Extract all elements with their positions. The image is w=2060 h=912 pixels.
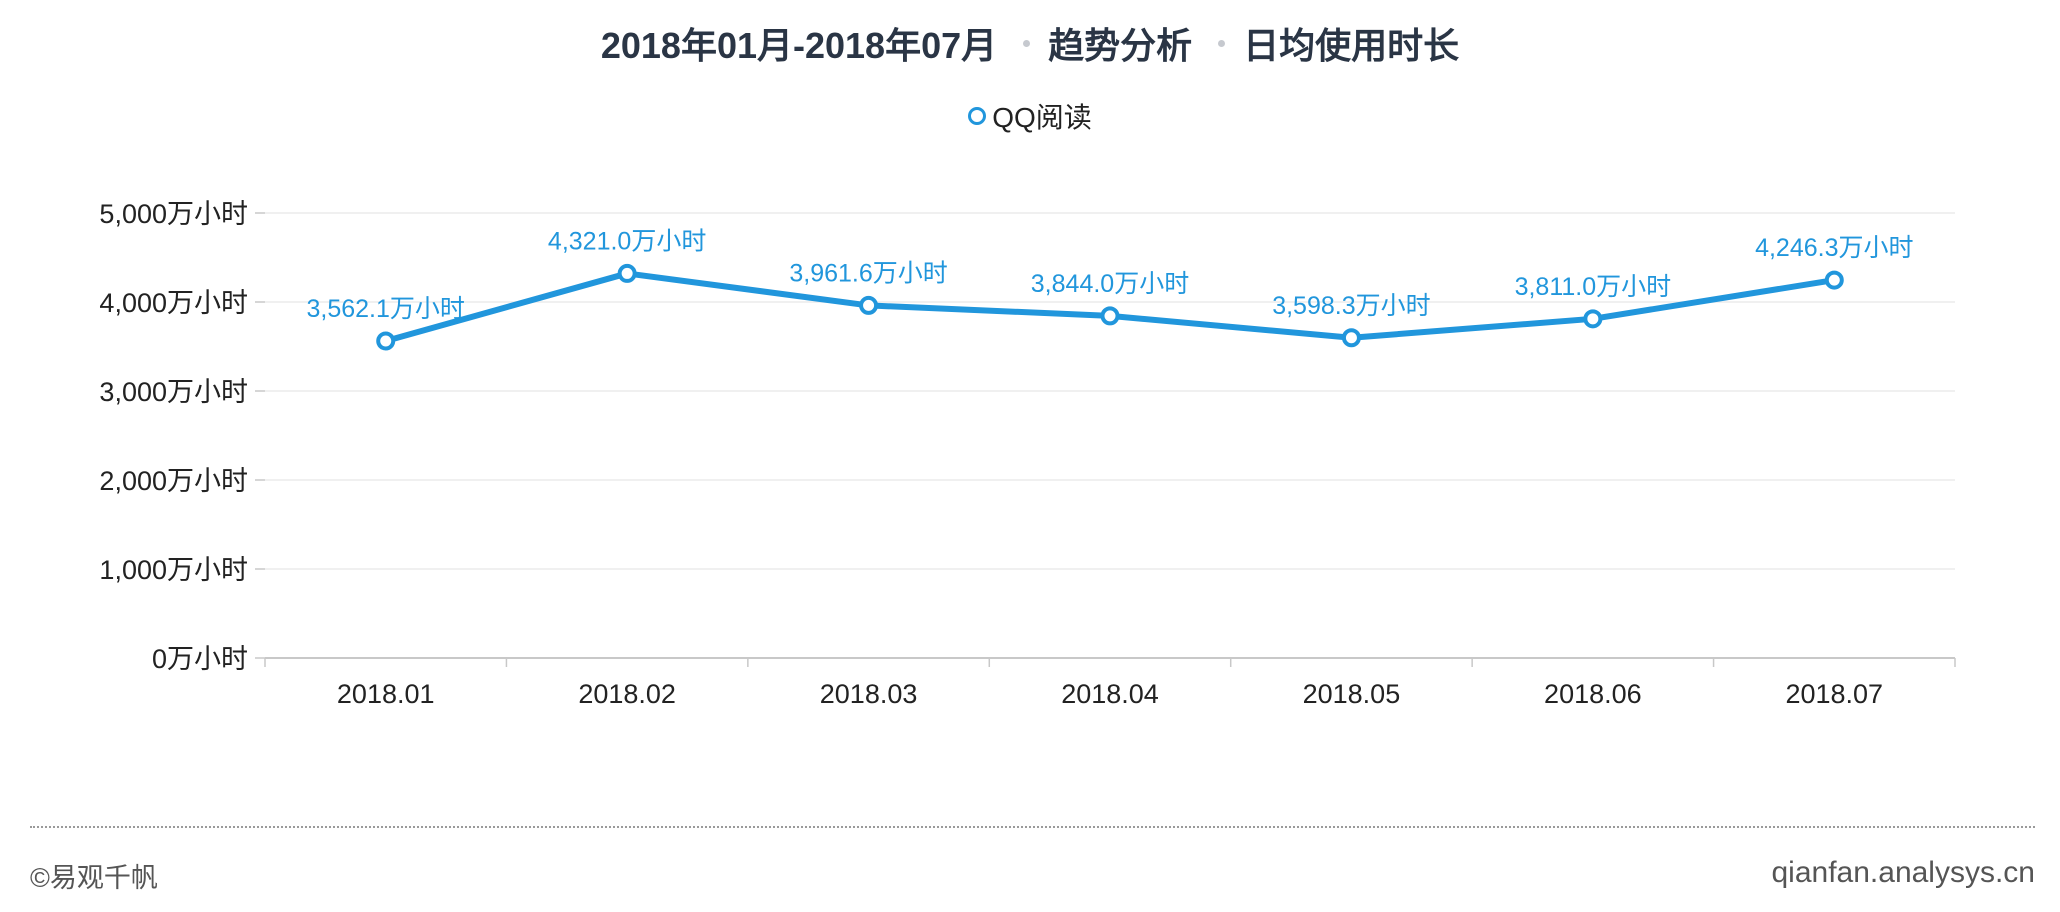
x-tick-label: 2018.01 [337,679,435,709]
legend-circle-icon [968,107,987,125]
title-analysis-type: 趋势分析 [1048,25,1193,66]
title-separator-dot [1218,39,1226,47]
footer-divider [30,826,2035,828]
line-chart: 0万小时 1,000万小时 2,000万小时 3,000万小时 4,000万小时 5,00… [99,199,1956,709]
y-tick-label: 5,000万小时 [99,199,248,229]
data-point [376,331,396,351]
x-tick-label: 2018.02 [578,679,676,709]
x-tick-label: 2018.05 [1303,679,1401,709]
data-label: 3,562.1万小时 [307,295,465,323]
y-tick-label: 3,000万小时 [99,377,248,407]
y-tick-label: 4,000万小时 [99,288,248,318]
data-label: 3,844.0万小时 [1031,270,1189,298]
data-point [1341,328,1361,348]
title-date-range: 2018年01月-2018年07月 [600,25,998,66]
data-point [859,295,879,315]
footer-site-url: qianfan.analysys.cn [1771,856,2036,889]
legend-label: QQ阅读 [992,102,1092,133]
x-tick-label: 2018.03 [820,679,918,709]
data-label: 3,811.0万小时 [1515,273,1672,301]
y-tick-label: 1,000万小时 [99,555,248,585]
x-tick-label: 2018.04 [1061,679,1159,709]
chart-title: 2018年01月-2018年07月 趋势分析 日均使用时长 [0,18,2060,68]
y-tick-label: 0万小时 [152,644,248,674]
data-point [1100,306,1120,326]
data-label: 4,246.3万小时 [1755,234,1913,262]
data-point [617,263,637,283]
x-tick-label: 2018.07 [1785,679,1883,709]
y-tick-label: 2,000万小时 [99,466,248,496]
title-metric: 日均使用时长 [1243,25,1460,66]
title-separator-dot [1023,39,1031,47]
data-point [1824,270,1844,290]
chart-legend: QQ阅读 [0,96,2060,136]
x-tick-label: 2018.06 [1544,679,1642,709]
footer-copyright: ©易观千帆 [30,863,158,893]
data-label: 4,321.0万小时 [548,227,706,255]
data-label: 3,598.3万小时 [1272,292,1430,320]
data-label: 3,961.6万小时 [789,259,947,287]
data-point [1583,309,1603,329]
